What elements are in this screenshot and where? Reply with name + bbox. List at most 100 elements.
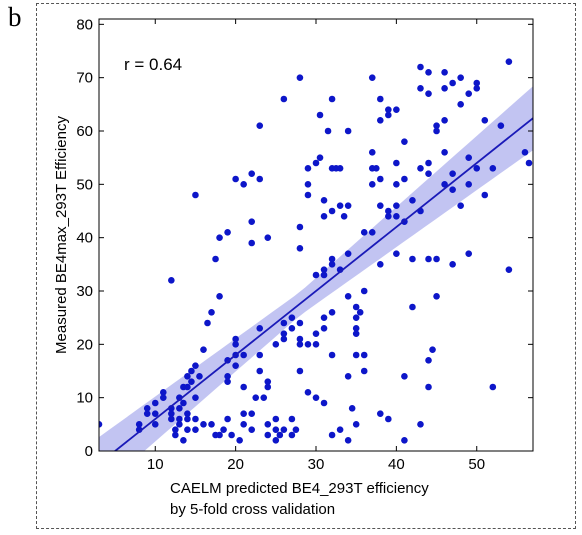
data-point	[276, 431, 284, 439]
data-point	[272, 437, 280, 444]
data-point	[425, 383, 432, 391]
data-point	[449, 170, 456, 177]
data-point	[280, 95, 288, 103]
data-point	[465, 250, 473, 257]
data-point	[248, 426, 256, 433]
data-point	[288, 314, 296, 321]
data-point	[232, 335, 239, 343]
data-point	[192, 394, 199, 401]
data-point	[248, 218, 256, 225]
data-point	[368, 74, 376, 81]
data-point	[409, 197, 416, 204]
data-point	[376, 410, 384, 417]
data-point	[385, 415, 392, 423]
data-point	[296, 74, 304, 81]
data-point	[320, 314, 328, 321]
x-tick-label: 50	[468, 456, 485, 473]
data-point	[360, 367, 368, 375]
data-point	[320, 213, 328, 220]
x-axis-label-line-1: CAELM predicted BE4_293T efficiency	[170, 480, 429, 497]
data-point	[240, 410, 247, 417]
data-point	[216, 431, 223, 439]
data-point	[505, 58, 513, 65]
data-point	[264, 431, 272, 439]
data-point	[417, 165, 424, 172]
data-point	[356, 309, 364, 316]
data-point	[296, 367, 304, 375]
data-point	[401, 138, 408, 145]
data-point	[232, 362, 239, 369]
data-point	[352, 303, 360, 311]
data-point	[344, 437, 352, 444]
data-point	[296, 319, 304, 327]
data-point	[256, 351, 264, 359]
data-point	[320, 399, 328, 407]
data-point	[256, 367, 264, 375]
data-point	[481, 191, 489, 199]
data-point	[184, 426, 191, 433]
data-point	[429, 346, 436, 353]
y-tick-label: 70	[76, 70, 93, 87]
data-point	[312, 271, 320, 279]
data-point	[465, 154, 473, 161]
data-point	[457, 74, 464, 81]
data-point	[481, 117, 489, 124]
x-axis-label-line-2: by 5-fold cross validation	[170, 501, 335, 518]
data-point	[489, 165, 497, 172]
data-point	[344, 127, 352, 135]
data-point	[360, 351, 368, 359]
data-point	[385, 106, 392, 113]
data-point	[473, 79, 481, 87]
data-point	[441, 149, 448, 156]
data-point	[336, 426, 344, 433]
data-point	[256, 325, 264, 332]
data-point	[465, 181, 473, 188]
y-tick-label: 60	[76, 123, 93, 140]
data-point	[188, 367, 195, 375]
data-point	[248, 410, 256, 417]
data-point	[312, 159, 320, 167]
data-point	[393, 202, 400, 209]
data-point	[401, 175, 408, 183]
confidence-band-layer	[99, 86, 533, 451]
data-point	[184, 373, 191, 380]
data-point	[425, 170, 432, 177]
data-point	[360, 287, 368, 295]
data-point	[216, 234, 223, 241]
data-point	[304, 165, 312, 172]
data-point	[224, 373, 231, 380]
data-point	[393, 250, 400, 257]
data-point	[200, 421, 207, 428]
data-point	[336, 202, 344, 209]
data-point	[352, 330, 360, 337]
data-point	[288, 415, 296, 423]
data-point	[344, 373, 352, 380]
data-point	[188, 378, 195, 385]
y-tick-label: 50	[76, 176, 93, 193]
data-point	[465, 90, 473, 97]
data-point	[151, 399, 159, 407]
data-point	[425, 159, 432, 167]
data-point	[240, 421, 247, 428]
data-point	[316, 154, 324, 161]
data-point	[352, 325, 360, 332]
data-point	[168, 415, 175, 423]
data-point	[272, 415, 280, 423]
data-point	[224, 229, 231, 236]
data-point	[433, 255, 440, 263]
data-point	[320, 271, 328, 279]
data-point	[168, 277, 175, 284]
correlation-annotation: r = 0.64	[124, 55, 182, 74]
data-point	[212, 255, 219, 263]
data-point	[473, 10, 480, 17]
data-point	[280, 426, 288, 433]
data-point	[417, 85, 424, 92]
data-point	[441, 85, 448, 92]
data-point	[348, 405, 356, 412]
data-point	[376, 261, 384, 268]
data-point	[344, 293, 352, 300]
data-point	[264, 234, 272, 241]
data-point	[184, 415, 191, 423]
x-tick-label: 30	[308, 456, 325, 473]
data-point	[296, 245, 304, 252]
